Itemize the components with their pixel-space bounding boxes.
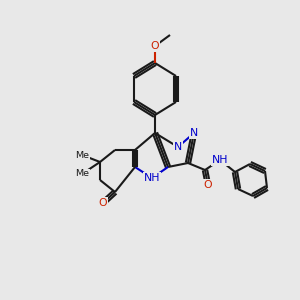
Text: Me: Me (75, 151, 89, 160)
Text: N: N (190, 128, 198, 138)
Text: Me: Me (75, 169, 89, 178)
Text: O: O (151, 41, 159, 51)
Text: NH: NH (212, 155, 228, 165)
Text: N: N (174, 142, 182, 152)
Text: NH: NH (144, 173, 160, 183)
Text: O: O (99, 198, 107, 208)
Text: O: O (204, 180, 212, 190)
